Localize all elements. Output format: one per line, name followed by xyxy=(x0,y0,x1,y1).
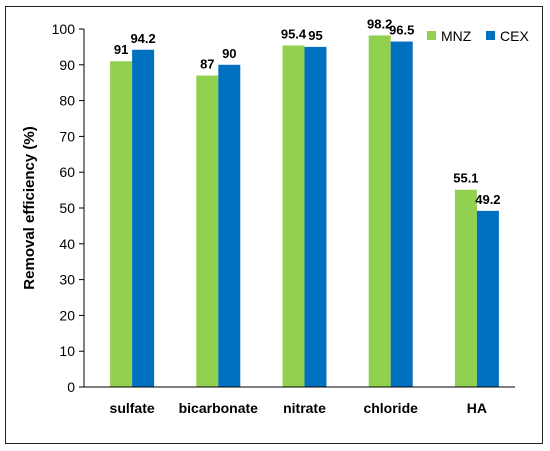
y-tick-label: 50 xyxy=(59,200,75,216)
legend: MNZ CEX xyxy=(427,28,529,44)
data-label-cex-nitrate: 95 xyxy=(308,28,322,43)
bar-mnz-ha xyxy=(454,189,477,387)
data-label-mnz-ha: 55.1 xyxy=(453,171,478,186)
data-label-cex-ha: 49.2 xyxy=(475,192,500,207)
data-label-mnz-nitrate: 95.4 xyxy=(281,26,307,41)
y-tick-label: 40 xyxy=(59,236,75,252)
legend-label-mnz: MNZ xyxy=(441,28,472,44)
x-tick-label-chloride: chloride xyxy=(363,400,418,416)
y-tick-label: 80 xyxy=(59,93,75,109)
bar-cex-bicarbonate xyxy=(218,64,241,388)
data-label-mnz-bicarbonate: 87 xyxy=(200,57,214,72)
y-tick-label: 30 xyxy=(59,272,75,288)
y-tick-label: 90 xyxy=(59,57,75,73)
y-tick-label: 100 xyxy=(52,21,76,37)
bars xyxy=(110,35,499,388)
x-tick-label-nitrate: nitrate xyxy=(283,400,326,416)
y-tick-label: 20 xyxy=(59,307,75,323)
x-tick-label-ha: HA xyxy=(467,400,487,416)
data-label-mnz-sulfate: 91 xyxy=(114,42,128,57)
bar-cex-ha xyxy=(476,210,499,387)
y-axis-ticks: 0 10 20 30 40 50 60 70 80 90 100 xyxy=(52,21,84,395)
x-axis-labels: sulfate bicarbonate nitrate chloride HA xyxy=(110,400,487,416)
y-tick-label: 0 xyxy=(67,379,75,395)
bar-mnz-bicarbonate xyxy=(196,75,219,387)
bar-mnz-sulfate xyxy=(110,61,133,387)
y-tick-label: 60 xyxy=(59,164,75,180)
y-tick-label: 10 xyxy=(59,343,75,359)
y-tick-label: 70 xyxy=(59,128,75,144)
bar-cex-chloride xyxy=(390,41,413,387)
data-label-mnz-chloride: 98.2 xyxy=(367,16,392,31)
legend-swatch-mnz xyxy=(427,31,436,40)
bar-cex-sulfate xyxy=(132,49,155,387)
bar-mnz-chloride xyxy=(368,35,391,387)
chart-frame xyxy=(5,6,543,444)
data-label-cex-chloride: 96.5 xyxy=(389,23,414,38)
legend-label-cex: CEX xyxy=(500,28,529,44)
bar-mnz-nitrate xyxy=(282,45,305,388)
x-tick-label-bicarbonate: bicarbonate xyxy=(179,400,259,416)
legend-swatch-cex xyxy=(486,31,495,40)
y-axis-title: Removal efficiency (%) xyxy=(21,126,38,289)
bar-cex-nitrate xyxy=(304,46,327,388)
x-tick-label-sulfate: sulfate xyxy=(110,400,155,416)
data-label-cex-sulfate: 94.2 xyxy=(130,31,155,46)
data-label-cex-bicarbonate: 90 xyxy=(222,46,236,61)
